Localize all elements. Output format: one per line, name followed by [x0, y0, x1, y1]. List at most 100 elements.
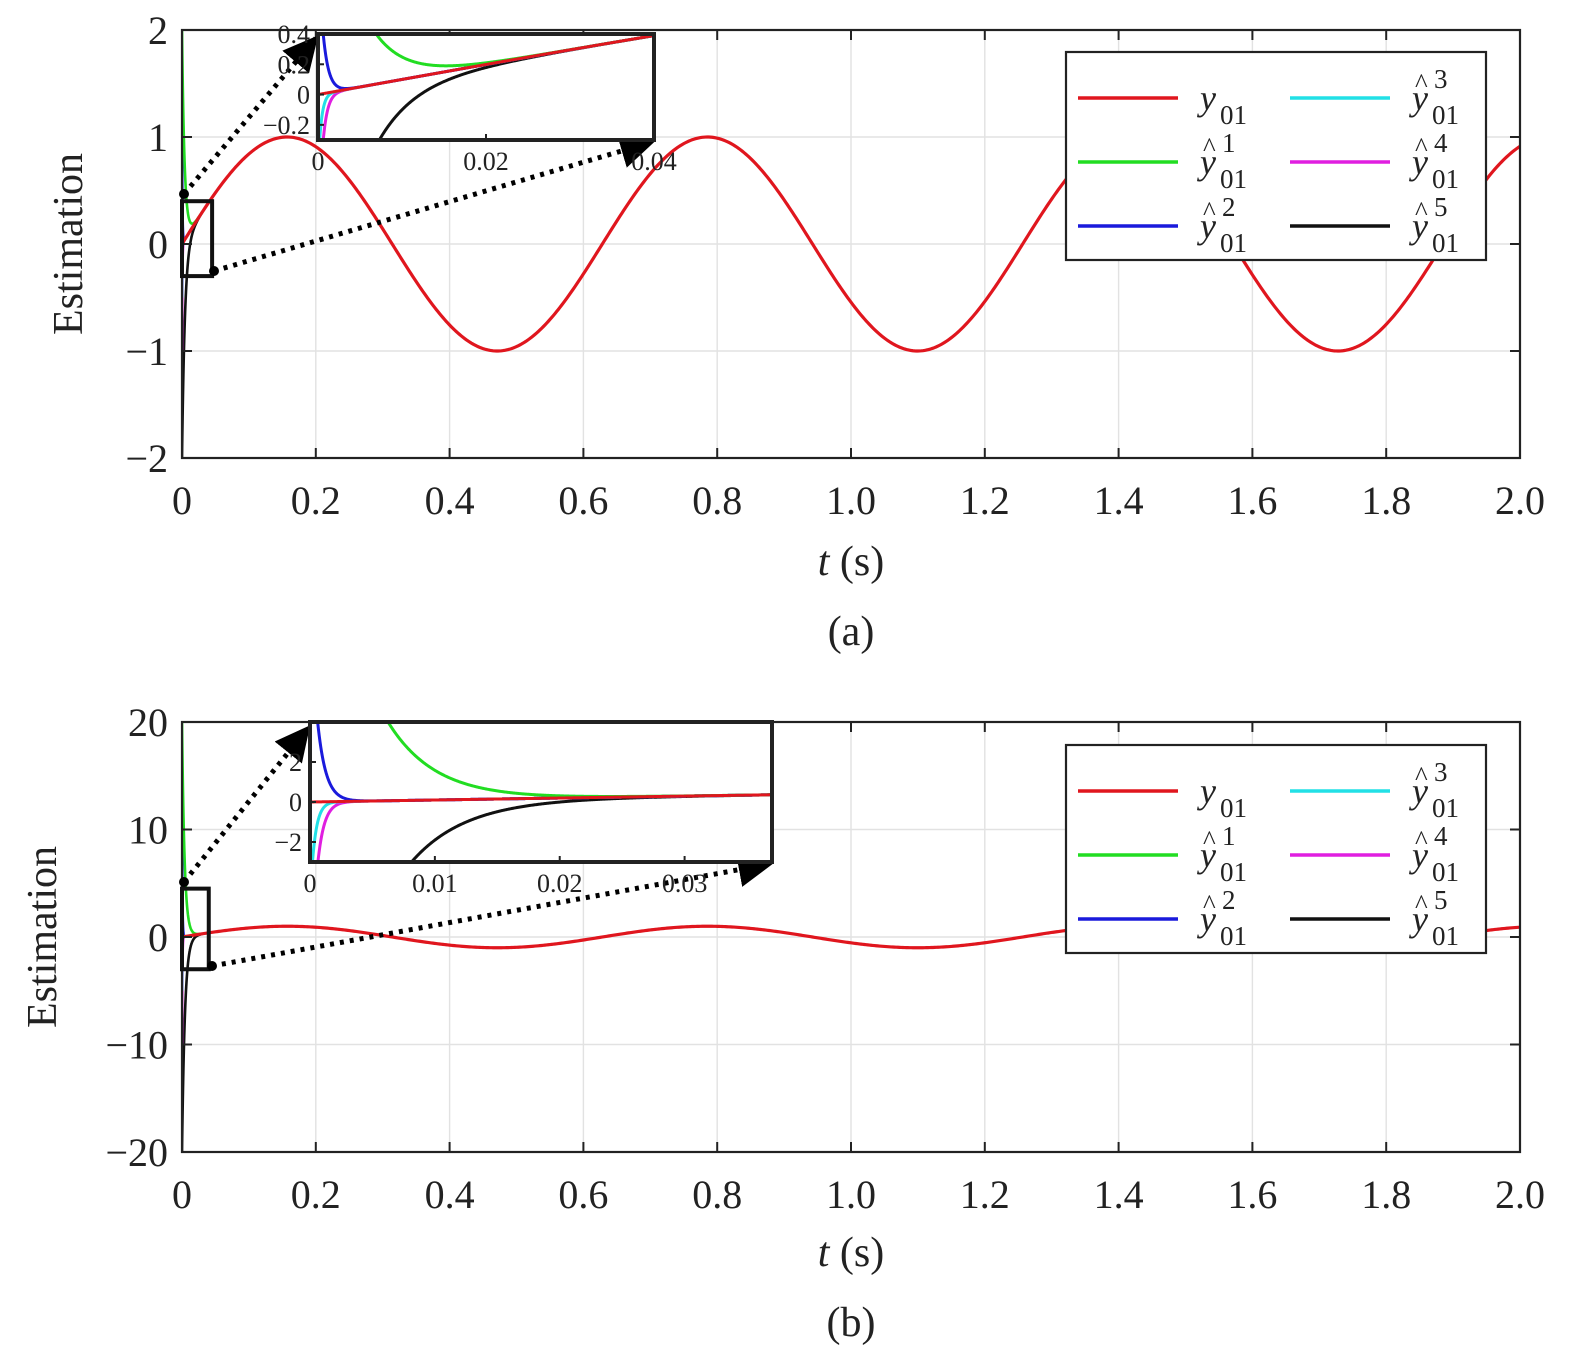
legend-hat-1: ^	[1203, 132, 1216, 162]
x-tick-label-3: 0.6	[558, 478, 608, 523]
legend-label-sub-3: 01	[1432, 100, 1459, 130]
inset-series-line-0	[310, 793, 772, 804]
inset-x-tick-label-2: 0.02	[537, 869, 583, 898]
legend-hat-1: ^	[1203, 825, 1216, 855]
legend-label-main-5: y	[1409, 899, 1428, 939]
legend-label-sub-1: 01	[1220, 857, 1247, 887]
zoom-arrow-0	[182, 35, 319, 196]
legend-label-1: y	[1197, 835, 1216, 875]
legend-label-4: y	[1409, 835, 1428, 875]
x-tick-label-0: 0	[172, 478, 192, 523]
x-tick-label-5: 1.0	[826, 478, 876, 523]
legend-label-sup-2: 2	[1222, 885, 1236, 915]
legend-label-main-2: y	[1197, 899, 1216, 939]
y-axis-label: Estimation	[46, 153, 92, 335]
x-tick-label-9: 1.8	[1361, 478, 1411, 523]
x-axis-variable: t	[818, 1230, 831, 1276]
legend-label-main-1: y	[1197, 835, 1216, 875]
series-line-0	[182, 135, 1520, 353]
y-axis-label: Estimation	[20, 846, 66, 1028]
zoom-arrow-1	[213, 134, 656, 274]
legend-label-sup-1: 1	[1222, 821, 1236, 851]
legend-label-main-4: y	[1409, 142, 1428, 182]
x-tick-label-6: 1.2	[960, 1172, 1010, 1217]
y-tick-label-0: −2	[125, 436, 168, 481]
x-axis-unit: (s)	[829, 539, 884, 585]
series-line-5	[182, 932, 203, 1152]
legend-label-sub-2: 01	[1220, 228, 1247, 258]
x-tick-label-2: 0.4	[425, 478, 475, 523]
legend-label-main-2: y	[1197, 206, 1216, 246]
legend-hat-2: ^	[1203, 196, 1216, 226]
legend-label-sup-3: 3	[1434, 64, 1448, 94]
y-tick-label-2: 0	[148, 222, 168, 267]
legend-label-main-0: y	[1197, 771, 1216, 811]
figure-caption: (b)	[827, 1300, 876, 1346]
y-tick-label-4: 2	[148, 8, 168, 53]
legend-label-main-1: y	[1197, 142, 1216, 182]
legend-label-main-4: y	[1409, 835, 1428, 875]
legend-label-0: y	[1197, 771, 1216, 811]
inset-background	[318, 34, 654, 140]
x-axis-variable: t	[818, 539, 831, 585]
legend-label-sup-4: 4	[1434, 128, 1448, 158]
chart-a: 0 0.2 0.4 0.6 0.8 1.0 1.2 1.4 1.6 1.8 2.0−2−1012t …	[46, 8, 1545, 655]
y-tick-label-0: −20	[105, 1130, 168, 1175]
inset-series-lines	[318, 34, 654, 140]
x-tick-label-8: 1.6	[1227, 478, 1277, 523]
inset-x-tick-label-1: 0.02	[463, 147, 509, 176]
inset-frame	[308, 720, 774, 864]
legend-label-sub-5: 01	[1432, 228, 1459, 258]
inset-x-tick-label-1: 0.01	[412, 869, 458, 898]
zoom-arrow-origin-0	[179, 877, 189, 887]
y-tick-label-2: 0	[148, 915, 168, 960]
legend-hat-2: ^	[1203, 889, 1216, 919]
x-tick-label-10: 2.0	[1495, 478, 1545, 523]
legend-label-main-0: y	[1197, 78, 1216, 118]
zoom-region-box	[180, 199, 215, 279]
x-tick-label-5: 1.0	[826, 1172, 876, 1217]
legend-label-2: y	[1197, 206, 1216, 246]
y-tick-label-4: 20	[128, 700, 168, 745]
legend-hat-4: ^	[1415, 825, 1428, 855]
x-axis-label: t (s)	[818, 1230, 885, 1276]
zoom-region-box	[180, 886, 211, 972]
legend-label-sub-4: 01	[1432, 857, 1459, 887]
legend-label-sub-1: 01	[1220, 164, 1247, 194]
legend-label-5: y	[1409, 206, 1428, 246]
inset-plot: 0 0.01 0.02 0.03−202	[274, 720, 774, 898]
inset-plot: 0 0.02 0.04−0.200.20.4	[263, 20, 677, 176]
inset-series-line-0	[318, 34, 654, 97]
x-tick-label-7: 1.4	[1094, 1172, 1144, 1217]
figure-caption: (a)	[828, 609, 875, 655]
legend-hat-5: ^	[1415, 196, 1428, 226]
inset-background	[310, 722, 772, 862]
inset-y-tick-label-3: 0.4	[278, 20, 311, 49]
legend-hat-3: ^	[1415, 761, 1428, 791]
x-tick-label-1: 0.2	[291, 1172, 341, 1217]
legend-label-5: y	[1409, 899, 1428, 939]
y-tick-label-1: −10	[105, 1023, 168, 1068]
legend-label-sub-3: 01	[1432, 793, 1459, 823]
zoom-arrow-origin-1	[209, 266, 219, 276]
legend-label-sup-5: 5	[1434, 885, 1448, 915]
y-tick-label-3: 10	[128, 808, 168, 853]
x-tick-label-10: 2.0	[1495, 1172, 1545, 1217]
series-line-1	[182, 722, 203, 936]
legend-label-3: y	[1409, 771, 1428, 811]
x-axis-label: t (s)	[818, 539, 885, 585]
legend-label-0: y	[1197, 78, 1216, 118]
legend-label-main-5: y	[1409, 206, 1428, 246]
inset-y-tick-label-1: 0	[297, 81, 310, 110]
legend-label-sup-1: 1	[1222, 128, 1236, 158]
x-tick-label-7: 1.4	[1094, 478, 1144, 523]
x-tick-label-9: 1.8	[1361, 1172, 1411, 1217]
chart-b: 0 0.2 0.4 0.6 0.8 1.0 1.2 1.4 1.6 1.8 2.0−20−10010…	[20, 700, 1545, 1346]
x-tick-label-2: 0.4	[425, 1172, 475, 1217]
legend-label-sup-3: 3	[1434, 757, 1448, 787]
inset-x-tick-label-0: 0	[312, 147, 325, 176]
